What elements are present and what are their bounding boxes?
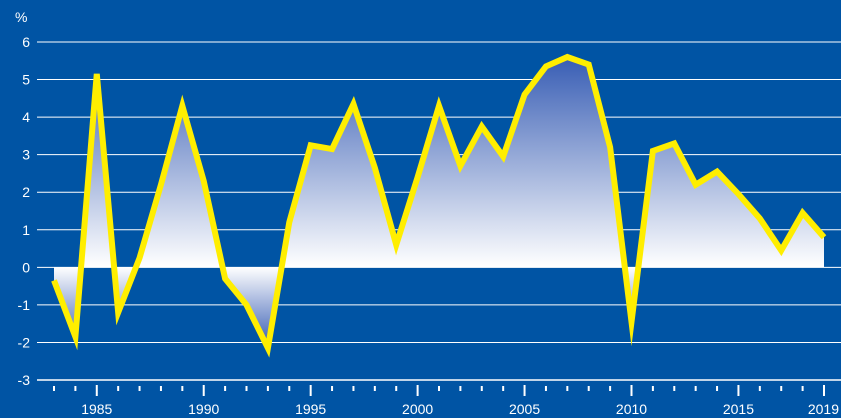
x-tick-label: 2010 [616, 401, 647, 417]
y-tick-label: 5 [22, 72, 30, 88]
x-minor-tick [438, 386, 440, 391]
x-minor-tick [288, 386, 291, 391]
x-minor-tick [544, 386, 547, 391]
x-minor-tick [74, 386, 77, 391]
x-major-tick [95, 385, 98, 396]
x-minor-tick [373, 386, 376, 391]
x-minor-tick [53, 386, 55, 391]
x-minor-tick [117, 386, 120, 391]
x-minor-tick [566, 386, 569, 391]
y-tick-label: -1 [18, 297, 31, 313]
y-tick-label: 0 [22, 259, 30, 275]
y-axis-tick-labels: 6 5 4 3 2 1 0 -1 -2 -3 [18, 34, 31, 388]
data-line [51, 53, 827, 358]
x-minor-tick [587, 386, 590, 391]
x-tick-label: 2019 [808, 401, 839, 417]
x-minor-tick [331, 386, 334, 391]
x-tick-label: 2000 [402, 401, 433, 417]
x-minor-tick [266, 386, 269, 391]
x-major-tick [309, 385, 312, 396]
x-major-tick [737, 385, 740, 396]
x-major-tick [823, 385, 825, 396]
positive-area [54, 57, 824, 268]
area-fill [54, 57, 824, 349]
x-minor-tick [609, 386, 612, 391]
y-tick-label: -3 [18, 372, 31, 388]
x-axis: 1985 1990 1995 2000 2005 2010 2015 2019 [53, 385, 839, 417]
x-minor-tick [502, 386, 505, 391]
y-tick-label: 6 [22, 34, 30, 50]
y-tick-label: 1 [22, 222, 30, 238]
y-axis-unit-label: % [15, 9, 27, 25]
x-tick-label: 1985 [81, 401, 112, 417]
x-minor-tick [159, 386, 162, 391]
x-minor-tick [716, 386, 719, 391]
x-tick-label: 2015 [723, 401, 754, 417]
y-tick-label: -2 [18, 334, 31, 350]
y-tick-label: 3 [22, 147, 30, 163]
x-minor-tick [780, 386, 783, 391]
x-tick-label: 2005 [509, 401, 540, 417]
x-minor-tick [352, 386, 355, 391]
y-tick-label: 2 [22, 184, 30, 200]
x-major-tick [416, 385, 419, 396]
y-tick-label: 4 [22, 109, 30, 125]
x-major-tick [523, 385, 526, 396]
x-minor-tick [673, 386, 676, 391]
x-minor-tick [395, 386, 398, 391]
x-minor-tick [459, 386, 462, 391]
x-major-tick [202, 385, 205, 396]
x-tick-label: 1990 [188, 401, 219, 417]
x-minor-tick [480, 386, 483, 391]
x-minor-tick [694, 386, 697, 391]
x-tick-label: 1995 [295, 401, 326, 417]
x-minor-tick [801, 386, 804, 391]
x-minor-tick [181, 386, 184, 391]
x-minor-tick [245, 386, 248, 391]
x-minor-tick [138, 386, 141, 391]
x-major-tick [630, 385, 633, 396]
x-minor-tick [224, 386, 227, 391]
series-line [51, 53, 827, 358]
x-minor-tick [758, 386, 761, 391]
x-minor-tick [651, 386, 654, 391]
